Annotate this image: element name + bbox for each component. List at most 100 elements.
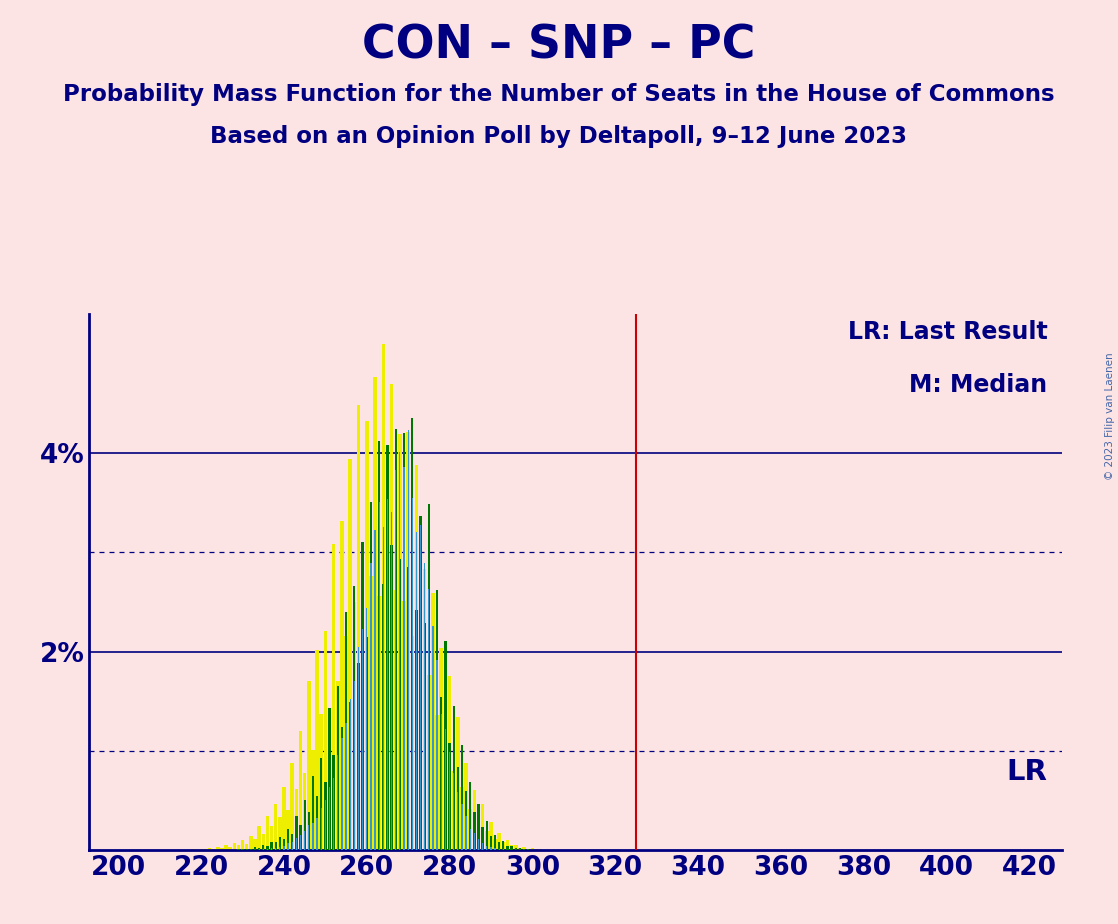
Bar	[307, 812, 310, 850]
Bar	[462, 804, 463, 850]
Bar	[502, 842, 505, 850]
Bar	[514, 848, 517, 850]
Bar	[349, 701, 351, 850]
Text: Based on an Opinion Poll by Deltapoll, 9–12 June 2023: Based on an Opinion Poll by Deltapoll, 9…	[210, 125, 908, 148]
Bar	[370, 502, 372, 850]
Bar	[378, 441, 380, 850]
Bar	[323, 630, 328, 850]
Bar	[394, 590, 398, 850]
Bar	[361, 542, 363, 850]
Bar	[320, 759, 322, 850]
Bar	[286, 809, 290, 850]
Bar	[444, 751, 447, 850]
Bar	[304, 832, 305, 850]
Bar	[510, 845, 513, 850]
Bar	[283, 846, 285, 850]
Bar	[269, 826, 273, 850]
Bar	[452, 771, 455, 850]
Bar	[386, 567, 389, 850]
Bar	[499, 849, 500, 850]
Bar	[391, 512, 392, 850]
Bar	[303, 800, 306, 850]
Bar	[382, 527, 383, 850]
Bar	[375, 529, 376, 850]
Bar	[332, 544, 335, 850]
Bar	[311, 749, 314, 850]
Bar	[411, 418, 414, 850]
Bar	[382, 584, 385, 850]
Bar	[312, 823, 313, 850]
Bar	[453, 706, 455, 850]
Bar	[370, 563, 371, 850]
Bar	[295, 789, 299, 850]
Bar	[275, 847, 276, 850]
Bar	[406, 432, 410, 850]
Bar	[278, 837, 281, 850]
Bar	[364, 421, 369, 850]
Bar	[358, 647, 359, 850]
Bar	[316, 796, 319, 850]
Bar	[275, 843, 277, 850]
Text: Probability Mass Function for the Number of Seats in the House of Commons: Probability Mass Function for the Number…	[64, 83, 1054, 106]
Bar	[237, 845, 240, 850]
Bar	[378, 596, 381, 850]
Bar	[456, 717, 459, 850]
Bar	[315, 650, 319, 850]
Bar	[461, 746, 463, 850]
Bar	[518, 847, 522, 850]
Bar	[228, 847, 231, 850]
Bar	[329, 787, 330, 850]
Text: LR: LR	[1006, 758, 1048, 785]
Bar	[415, 465, 418, 850]
Bar	[522, 846, 525, 850]
Bar	[473, 812, 475, 850]
Bar	[295, 816, 297, 850]
Bar	[453, 772, 454, 850]
Bar	[358, 663, 360, 850]
Bar	[398, 434, 401, 850]
Text: M: Median: M: Median	[909, 373, 1048, 397]
Bar	[527, 849, 529, 850]
Bar	[482, 827, 484, 850]
Bar	[399, 559, 401, 850]
Bar	[300, 825, 302, 850]
Bar	[468, 809, 472, 850]
Bar	[494, 835, 496, 850]
Bar	[477, 804, 480, 850]
Bar	[395, 470, 397, 850]
Text: © 2023 Filip van Laenen: © 2023 Filip van Laenen	[1105, 352, 1115, 480]
Bar	[476, 822, 481, 850]
Bar	[324, 800, 326, 850]
Bar	[329, 708, 331, 850]
Bar	[423, 569, 426, 850]
Bar	[514, 845, 518, 850]
Bar	[338, 755, 339, 850]
Bar	[531, 848, 534, 850]
Bar	[296, 838, 297, 850]
Bar	[485, 831, 489, 850]
Bar	[373, 377, 377, 850]
Bar	[457, 792, 458, 850]
Bar	[519, 848, 521, 850]
Bar	[427, 675, 430, 850]
Bar	[349, 459, 352, 850]
Bar	[271, 842, 273, 850]
Bar	[332, 755, 334, 850]
Bar	[381, 344, 385, 850]
Bar	[436, 590, 438, 850]
Bar	[424, 623, 426, 850]
Bar	[352, 602, 357, 850]
Bar	[402, 602, 406, 850]
Bar	[287, 844, 288, 850]
Bar	[324, 782, 326, 850]
Bar	[267, 849, 268, 850]
Bar	[291, 763, 294, 850]
Bar	[208, 848, 211, 850]
Bar	[337, 687, 339, 850]
Bar	[482, 843, 483, 850]
Bar	[280, 846, 281, 850]
Bar	[527, 849, 530, 850]
Bar	[258, 847, 260, 850]
Bar	[278, 817, 282, 850]
Bar	[321, 808, 322, 850]
